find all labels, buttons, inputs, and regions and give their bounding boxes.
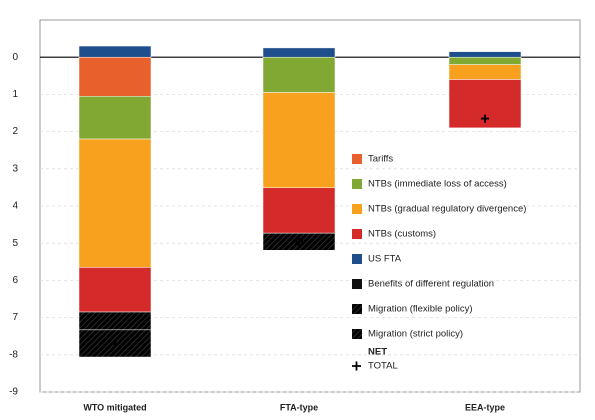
legend-heading: NET bbox=[368, 347, 387, 358]
bar-segment bbox=[78, 45, 152, 58]
legend-swatch bbox=[352, 179, 362, 189]
legend-label: Tariffs bbox=[368, 154, 393, 165]
bar-segment bbox=[262, 56, 336, 93]
bar-segment bbox=[262, 187, 336, 234]
legend-total-marker bbox=[352, 361, 361, 371]
legend-label: Migration (strict policy) bbox=[368, 329, 463, 340]
y-tick-label: -9 bbox=[9, 387, 18, 398]
legend-swatch bbox=[352, 229, 362, 239]
x-tick-label: FTA-type bbox=[280, 402, 318, 412]
total-marker bbox=[481, 114, 489, 123]
bar-segment bbox=[78, 311, 152, 331]
x-tick-label: EEA-type bbox=[465, 402, 505, 412]
legend-label: US FTA bbox=[368, 254, 402, 265]
bar-segment bbox=[78, 56, 152, 97]
x-tick-label: WTO mitigated bbox=[83, 402, 146, 412]
bar-segment bbox=[448, 51, 522, 58]
bar-segment bbox=[448, 56, 522, 65]
y-tick-label: 1 bbox=[12, 89, 18, 100]
bar-segment bbox=[78, 138, 152, 268]
y-tick-label: 2 bbox=[12, 126, 18, 137]
legend-swatch bbox=[352, 204, 362, 214]
y-tick-label: 5 bbox=[12, 238, 18, 249]
legend-swatch bbox=[352, 304, 362, 314]
bar-segment bbox=[262, 47, 336, 58]
y-tick-label: 0 bbox=[12, 52, 18, 63]
bar-segment bbox=[448, 64, 522, 80]
y-tick-label: 3 bbox=[12, 163, 18, 174]
legend-swatch bbox=[352, 279, 362, 289]
y-tick-label: 6 bbox=[12, 275, 18, 286]
y-tick-label: -8 bbox=[9, 349, 18, 360]
legend-label: TOTAL bbox=[368, 361, 398, 372]
legend-label: Migration (flexible policy) bbox=[368, 304, 473, 315]
bar-segment bbox=[262, 92, 336, 189]
bar-segment bbox=[78, 96, 152, 140]
total-marker bbox=[111, 339, 119, 348]
y-tick-label: 4 bbox=[12, 201, 18, 212]
legend-swatch bbox=[352, 254, 362, 264]
bar-segment bbox=[78, 267, 152, 313]
legend-swatch bbox=[352, 154, 362, 164]
total-marker bbox=[295, 237, 303, 246]
legend-swatch bbox=[352, 329, 362, 339]
legend-label: Benefits of different regulation bbox=[368, 279, 494, 290]
legend-label: NTBs (immediate loss of access) bbox=[368, 179, 507, 190]
y-tick-label: 7 bbox=[12, 312, 18, 323]
legend-label: NTBs (gradual regulatory divergence) bbox=[368, 204, 526, 215]
legend-label: NTBs (customs) bbox=[368, 229, 436, 240]
